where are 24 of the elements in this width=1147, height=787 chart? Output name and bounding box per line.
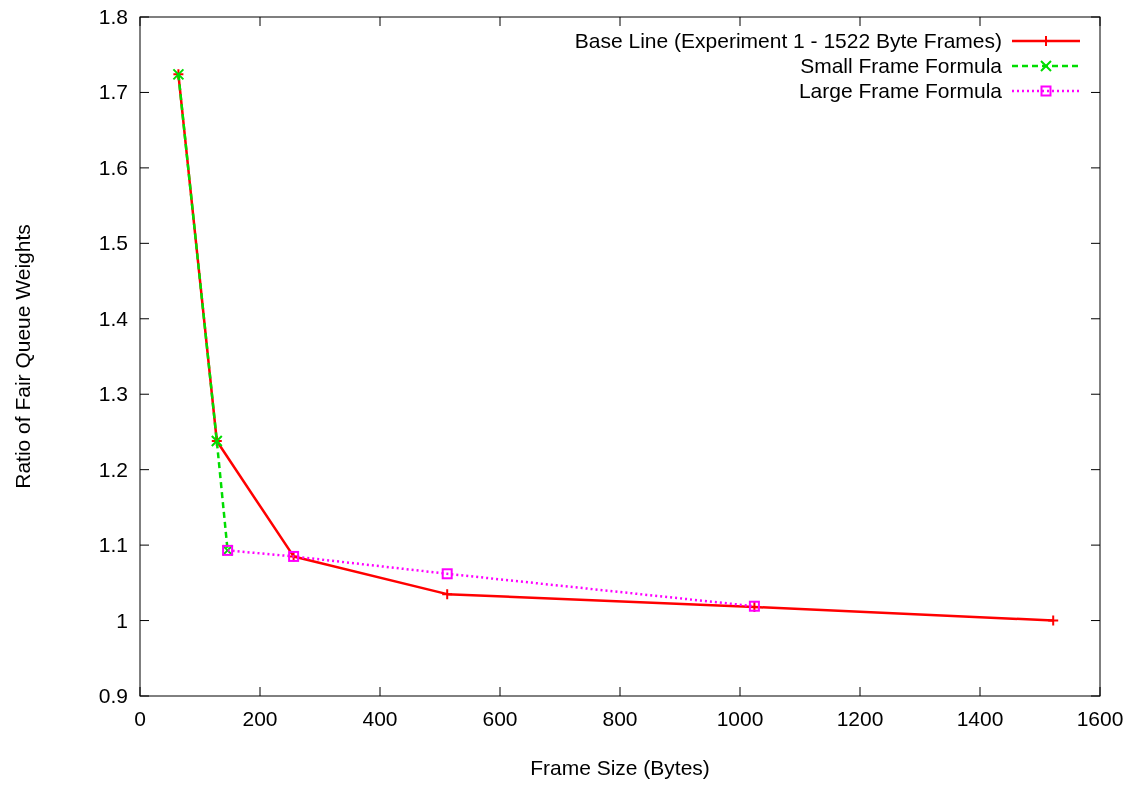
y-tick-label: 1.6 bbox=[98, 155, 128, 179]
x-tick-label: 1200 bbox=[836, 707, 884, 730]
y-tick-label: 1.8 bbox=[98, 5, 128, 28]
y-axis-title: Ratio of Fair Queue Weights bbox=[11, 224, 34, 489]
y-tick-label: 1.3 bbox=[98, 382, 128, 406]
legend-label: Base Line (Experiment 1 - 1522 Byte Frames) bbox=[574, 29, 1002, 52]
legend-label: Small Frame Formula bbox=[800, 54, 1003, 77]
x-axis-title: Frame Size (Bytes) bbox=[530, 756, 710, 779]
y-tick-label: 1.1 bbox=[98, 533, 128, 557]
y-tick-label: 1.5 bbox=[98, 231, 128, 255]
y-tick-label: 1 bbox=[116, 608, 128, 632]
y-tick-label: 1.7 bbox=[98, 80, 128, 104]
x-tick-label: 1400 bbox=[956, 707, 1004, 730]
x-tick-label: 400 bbox=[362, 707, 398, 730]
x-tick-label: 600 bbox=[482, 707, 518, 730]
x-tick-label: 0 bbox=[134, 707, 146, 730]
y-tick-label: 0.9 bbox=[98, 684, 128, 707]
x-tick-label: 800 bbox=[602, 707, 638, 730]
x-tick-label: 1000 bbox=[716, 707, 764, 730]
y-tick-label: 1.2 bbox=[98, 457, 128, 481]
x-tick-label: 200 bbox=[242, 707, 278, 730]
x-tick-label: 1600 bbox=[1076, 707, 1124, 730]
legend-label: Large Frame Formula bbox=[798, 79, 1003, 102]
y-tick-label: 1.4 bbox=[98, 306, 129, 330]
